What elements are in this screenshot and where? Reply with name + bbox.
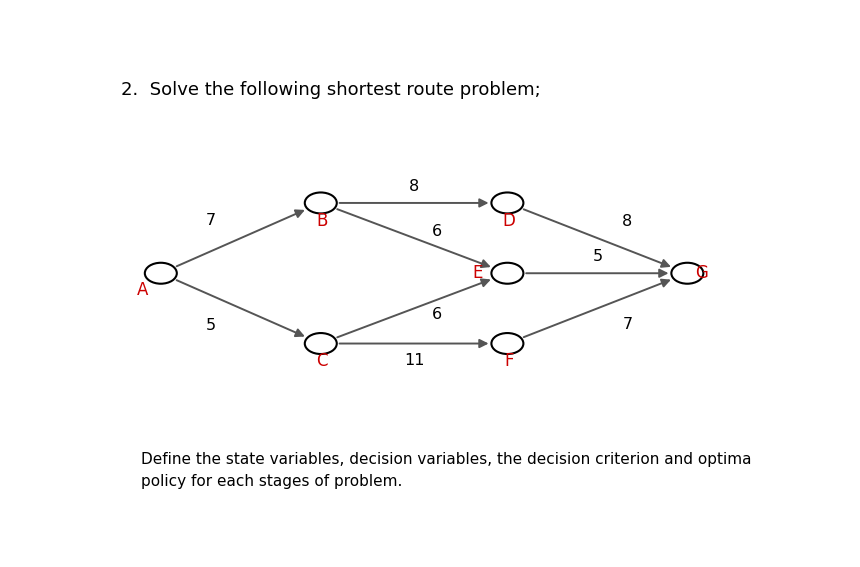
Text: E: E	[472, 264, 482, 282]
Circle shape	[491, 333, 524, 354]
Text: 6: 6	[433, 224, 443, 239]
Text: 2.  Solve the following shortest route problem;: 2. Solve the following shortest route pr…	[120, 81, 541, 99]
Text: 5: 5	[206, 318, 216, 333]
Text: F: F	[504, 352, 513, 370]
Circle shape	[144, 263, 177, 284]
Circle shape	[491, 263, 524, 284]
Text: 11: 11	[404, 353, 424, 367]
Text: A: A	[137, 281, 148, 299]
Text: 8: 8	[409, 179, 419, 194]
Text: 7: 7	[206, 213, 216, 228]
Circle shape	[304, 333, 337, 354]
Text: B: B	[316, 211, 328, 230]
Text: Define the state variables, decision variables, the decision criterion and optim: Define the state variables, decision var…	[141, 452, 752, 489]
Text: C: C	[316, 352, 328, 370]
Text: G: G	[696, 264, 709, 282]
Text: D: D	[502, 211, 515, 230]
Text: 6: 6	[433, 307, 443, 323]
Text: 8: 8	[623, 214, 632, 229]
Circle shape	[672, 263, 703, 284]
Circle shape	[304, 192, 337, 213]
Text: 5: 5	[593, 249, 603, 264]
Text: 7: 7	[623, 318, 632, 332]
Circle shape	[491, 192, 524, 213]
